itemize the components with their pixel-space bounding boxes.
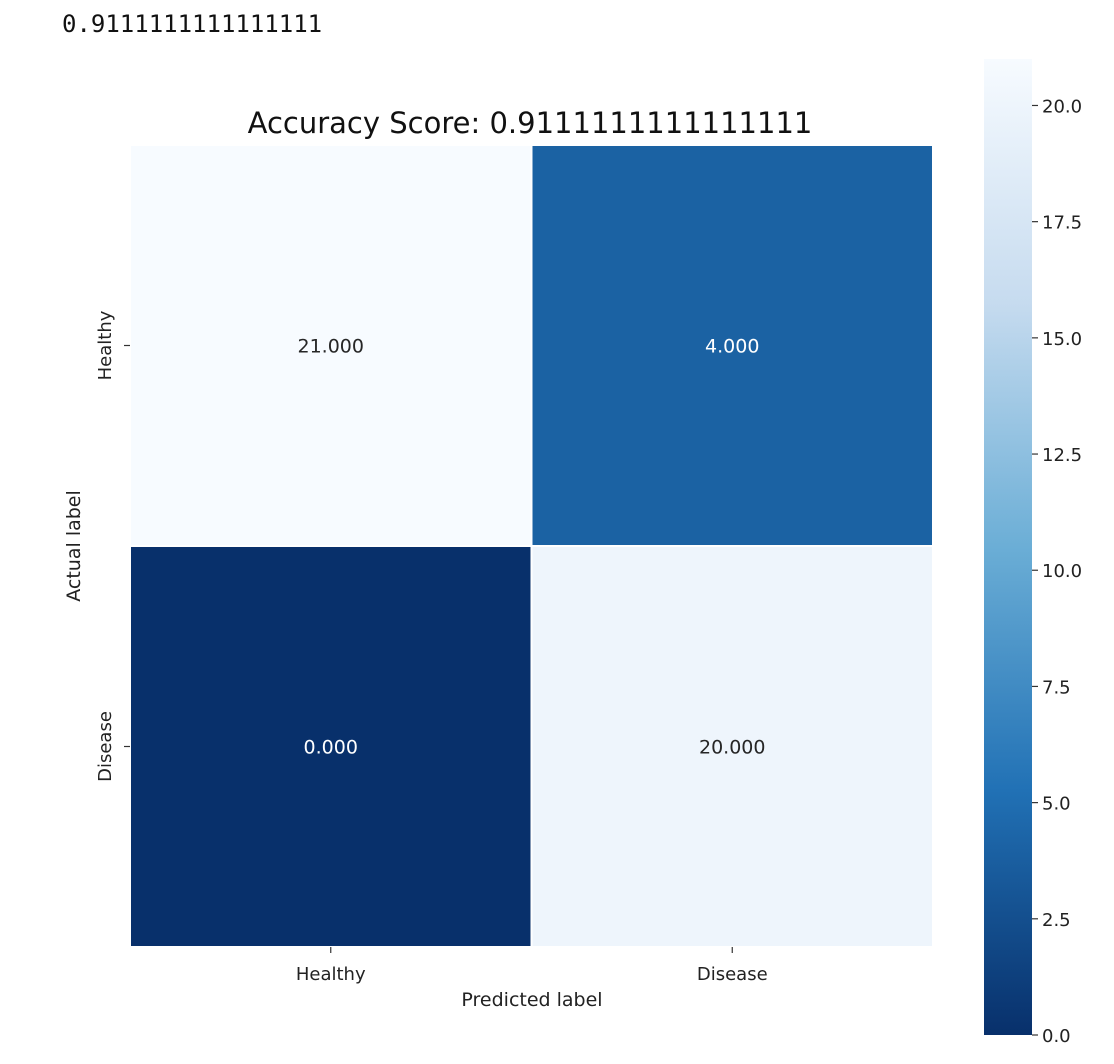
cell-value-label: 21.000 [298,336,364,358]
colorbar-tick-label: 0.0 [1042,1026,1071,1047]
x-tick-label: Disease [697,964,768,985]
heatmap-cell [530,545,934,948]
colorbar-ticks: 0.0 2.5 5.0 7.5 10.0 12.5 15.0 17.5 20.0 [1032,96,1082,1047]
colorbar-tick-label: 5.0 [1042,794,1071,815]
cell-value-label: 0.000 [304,737,358,759]
cell-value-label: 20.000 [699,737,765,759]
x-axis-label: Predicted label [461,989,602,1011]
colorbar-tick-label: 7.5 [1042,677,1071,698]
heatmap-cell [129,144,533,547]
heatmap-cell [530,144,934,547]
heatmap-ticks: Healthy Disease Healthy Disease [95,310,768,985]
colorbar [984,59,1032,1035]
y-axis-label: Actual label [63,490,85,602]
x-tick-label: Healthy [296,964,366,985]
colorbar-tick-label: 20.0 [1042,96,1082,117]
colorbar-tick-label: 10.0 [1042,561,1082,582]
colorbar-tick-label: 17.5 [1042,213,1082,234]
chart-title: Accuracy Score: 0.9111111111111111 [248,106,813,140]
heatmap-cells: 21.000 4.000 0.000 20.000 [129,144,934,948]
y-tick-label: Healthy [95,310,116,380]
colorbar-tick-label: 2.5 [1042,910,1071,931]
cell-value-label: 4.000 [705,336,759,358]
y-tick-label: Disease [95,711,116,782]
colorbar-tick-label: 12.5 [1042,445,1082,466]
colorbar-tick-label: 15.0 [1042,329,1082,350]
heatmap-cell [129,545,533,948]
cell-output-text: 0.9111111111111111 [62,10,323,38]
